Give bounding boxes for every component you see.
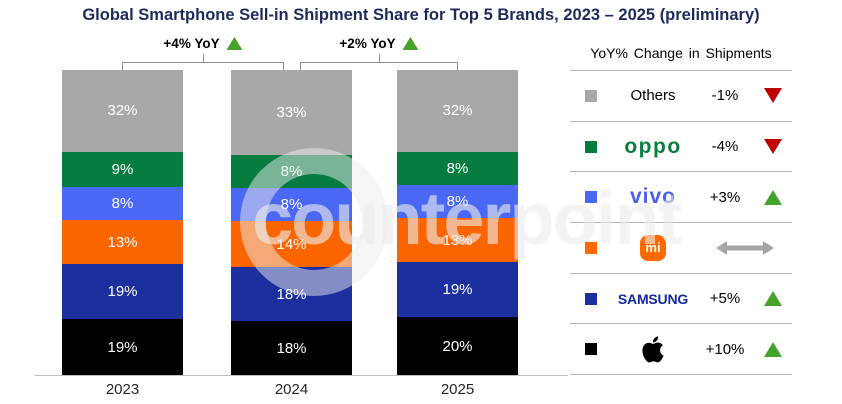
bar-2025: 32% 8% 8% 13% 19% 20% [397,70,518,375]
segment-label: 8% [446,193,469,211]
segment-label: 19% [107,283,138,301]
segment-label: 32% [442,102,473,120]
segment-oppo-2024: 8% [231,154,352,189]
brand-vivo: vivo [609,185,697,209]
yoy-annotation-2024-2025: +2% YoY [339,36,419,51]
segment-label: 14% [276,235,307,253]
segment-label: 18% [276,339,307,357]
legend-swatch-apple [585,343,597,356]
vivo-logo: vivo [629,185,677,209]
segment-vivo-2024: 8% [231,188,352,222]
segment-oppo-2023: 9% [62,151,183,188]
legend-swatch-vivo [585,191,597,204]
apple-logo [642,336,664,363]
brand-others: Others [630,87,676,105]
segment-label: 8% [280,162,303,180]
segment-samsung-2024: 18% [231,267,352,322]
segment-oppo-2025: 8% [397,151,518,186]
axis-label-2025: 2025 [440,381,475,398]
segment-apple-2024: 18% [231,321,352,375]
segment-samsung-2023: 19% [62,263,183,320]
legend-row-oppo: oppo -4% [570,120,792,172]
segment-others-2025: 32% [397,70,518,152]
legend-panel: YoY% Change in Shipments Others -1% oppo -4… [570,36,792,375]
legend-swatch-xiaomi [585,241,597,254]
legend-row-samsung: SAMSUNG +5% [570,272,792,324]
axis-label-2024: 2024 [274,381,309,398]
bar-2024: 33% 8% 8% 14% 18% 18% [231,70,352,375]
trend-up-icon [763,189,782,205]
chart-title: Global Smartphone Sell-in Shipment Share… [82,6,760,24]
segment-label: 33% [276,103,307,121]
yoy-value-others: -1% [711,87,739,105]
yoy-bracket-2024-2025 [300,54,458,70]
legend-header: YoY% Change in Shipments [590,45,772,61]
legend-swatch-samsung [585,292,597,305]
segment-label: 19% [442,281,473,299]
segment-label: 13% [107,233,138,251]
segment-others-2024: 33% [231,70,352,155]
oppo-logo: oppo [624,134,682,158]
yoy-annotation-label: +2% YoY [339,36,396,51]
segment-apple-2025: 20% [397,317,518,375]
trend-up-icon [763,341,782,357]
segment-samsung-2025: 19% [397,261,518,318]
legend-swatch-oppo [585,140,597,153]
xiaomi-mi-logo: mi [640,234,666,261]
brand-xiaomi: mi [609,234,697,261]
segment-others-2023: 32% [62,70,183,152]
trend-down-icon [763,88,782,104]
segment-label: 9% [111,161,134,179]
legend-row-vivo: vivo +3% [570,171,792,222]
segment-apple-2023: 19% [62,319,183,375]
segment-label: 8% [446,160,469,178]
segment-label: 13% [442,231,473,249]
segment-vivo-2025: 8% [397,185,518,219]
segment-vivo-2023: 8% [62,187,183,221]
trend-flat-icon [697,240,792,256]
brand-samsung: SAMSUNG [609,291,697,307]
yoy-annotation-2023-2024: +4% YoY [163,36,243,51]
yoy-value-vivo: +3% [709,188,741,206]
segment-label: 8% [111,195,134,213]
samsung-logo: SAMSUNG [617,290,689,307]
trend-up-icon [402,37,419,50]
legend-row-others: Others -1% [570,70,792,121]
segment-label: 8% [280,196,303,214]
segment-label: 19% [107,338,138,356]
yoy-value-oppo: -4% [711,138,739,155]
segment-label: 18% [276,285,307,303]
brand-oppo: oppo [609,135,697,159]
yoy-value-samsung: +5% [709,290,741,308]
trend-up-icon [226,37,243,50]
legend-swatch-others [585,89,597,102]
yoy-bracket-2023-2024 [122,54,284,70]
x-axis-line [35,375,568,376]
legend-row-xiaomi: mi [570,222,792,273]
segment-label: 32% [107,102,138,120]
bar-2023: 32% 9% 8% 13% 19% 19% [62,70,183,375]
yoy-annotation-label: +4% YoY [163,36,220,51]
brand-apple [609,335,697,364]
segment-xiaomi-2024: 14% [231,221,352,268]
legend-row-apple: +10% [570,323,792,374]
segment-xiaomi-2025: 13% [397,218,518,262]
trend-up-icon [763,291,782,307]
axis-label-2023: 2023 [105,381,140,398]
segment-label: 20% [442,337,473,355]
yoy-value-apple: +10% [705,340,745,358]
trend-down-icon [763,139,782,154]
legend-rows: Others -1% oppo -4% vivo +3% mi SAMSUNG +5% +10% [570,70,792,375]
segment-xiaomi-2023: 13% [62,220,183,264]
